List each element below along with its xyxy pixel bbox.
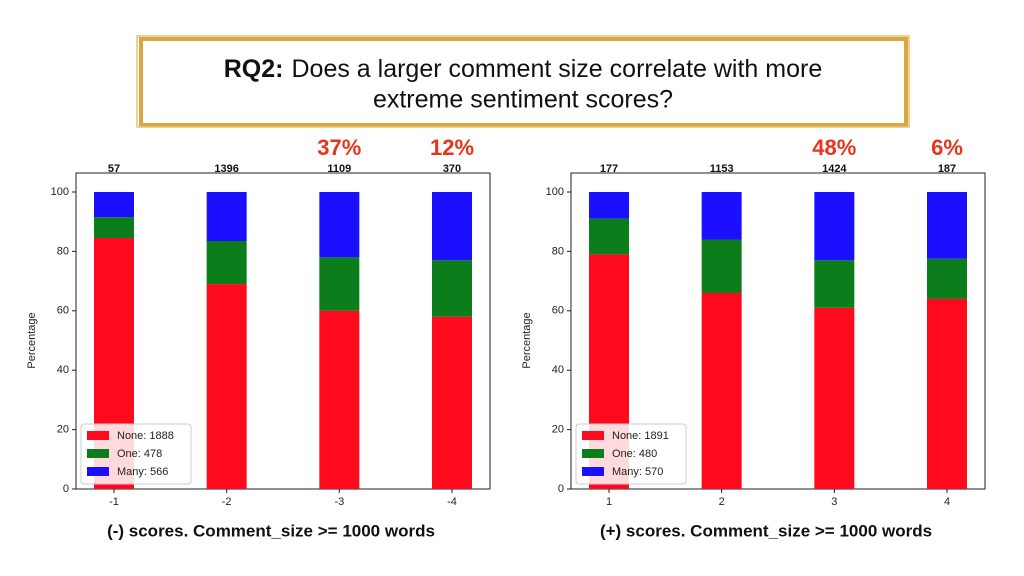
- bar-segment: [814, 307, 855, 489]
- y-tick-label: 80: [552, 245, 564, 257]
- x-tick-label: -3: [334, 496, 344, 508]
- legend-swatch: [87, 449, 109, 458]
- plot-frame: [570, 172, 986, 490]
- y-tick-label: 0: [558, 483, 564, 495]
- legend-swatch: [87, 431, 109, 440]
- y-tick-label: 20: [552, 424, 564, 436]
- y-axis-label: Percentage: [521, 312, 533, 368]
- bar-segment: [319, 310, 360, 489]
- bar-total: 1109: [327, 163, 351, 175]
- y-tick-label: 80: [57, 245, 69, 257]
- plot-frame: [75, 172, 491, 490]
- legend-swatch: [582, 449, 604, 458]
- bar-segment: [432, 192, 472, 261]
- percent-annotation: 6%: [931, 135, 963, 160]
- y-tick-label: 0: [63, 483, 69, 495]
- x-tick-label: 1: [606, 496, 612, 508]
- title-line-1: RQ2: Does a larger comment size correlate…: [224, 55, 822, 83]
- bar-total: 57: [108, 163, 120, 175]
- bar-segment: [701, 292, 742, 489]
- bar-segment: [927, 258, 967, 299]
- y-tick-label: 40: [552, 364, 564, 376]
- legend-label: None: 1891: [612, 430, 669, 442]
- y-tick-label: 60: [552, 305, 564, 317]
- legend-swatch: [87, 467, 109, 476]
- legend-label: One: 478: [117, 448, 162, 460]
- legend-label: None: 1888: [117, 430, 174, 442]
- legend-label: One: 480: [612, 448, 657, 460]
- title-label: RQ2:: [224, 55, 284, 83]
- bar-segment: [94, 217, 134, 239]
- y-tick-label: 40: [57, 364, 69, 376]
- x-tick-label: 4: [944, 496, 950, 508]
- bar-total: 177: [600, 163, 618, 175]
- percent-annotation: 37%: [317, 135, 361, 160]
- title-frame-outer: [136, 35, 910, 128]
- title-frame: [139, 37, 908, 127]
- legend-label: Many: 570: [612, 466, 663, 478]
- bar-total: 187: [938, 163, 956, 175]
- legend-swatch: [582, 431, 604, 440]
- bar-segment: [701, 239, 742, 293]
- bar-segment: [206, 192, 247, 242]
- bar-total: 1424: [822, 163, 847, 175]
- bar-segment: [701, 192, 742, 240]
- x-tick-label: 3: [831, 496, 837, 508]
- bar-segment: [432, 316, 472, 489]
- y-axis-label: Percentage: [26, 312, 38, 368]
- bar-total: 370: [443, 163, 461, 175]
- y-tick-label: 20: [57, 424, 69, 436]
- percent-annotation: 48%: [812, 135, 856, 160]
- bar-segment: [589, 218, 629, 255]
- bar-segment: [319, 257, 360, 311]
- bar-segment: [94, 192, 134, 218]
- y-tick-label: 60: [57, 305, 69, 317]
- x-tick-label: -1: [109, 496, 119, 508]
- x-tick-label: -2: [222, 496, 232, 508]
- bar-segment: [814, 260, 855, 308]
- x-tick-label: 2: [719, 496, 725, 508]
- x-tick-label: -4: [447, 496, 457, 508]
- bar-total: 1396: [214, 163, 238, 175]
- bar-segment: [589, 192, 629, 219]
- y-tick-label: 100: [546, 186, 564, 198]
- bar-total: 1153: [710, 163, 734, 175]
- chart-caption: (+) scores. Comment_size >= 1000 words: [600, 521, 932, 540]
- bar-segment: [319, 192, 360, 258]
- y-tick-label: 100: [51, 186, 69, 198]
- chart-caption: (-) scores. Comment_size >= 1000 words: [107, 521, 435, 540]
- title-line-2: extreme sentiment scores?: [373, 86, 673, 114]
- bar-segment: [927, 192, 967, 259]
- bar-segment: [206, 241, 247, 285]
- bar-segment: [206, 284, 247, 489]
- bar-segment: [432, 260, 472, 317]
- legend-label: Many: 566: [117, 466, 168, 478]
- title-text: Does a larger comment size correlate wit…: [291, 55, 822, 83]
- legend-swatch: [582, 467, 604, 476]
- bar-segment: [814, 192, 855, 261]
- percent-annotation: 12%: [430, 135, 474, 160]
- bar-segment: [927, 298, 967, 489]
